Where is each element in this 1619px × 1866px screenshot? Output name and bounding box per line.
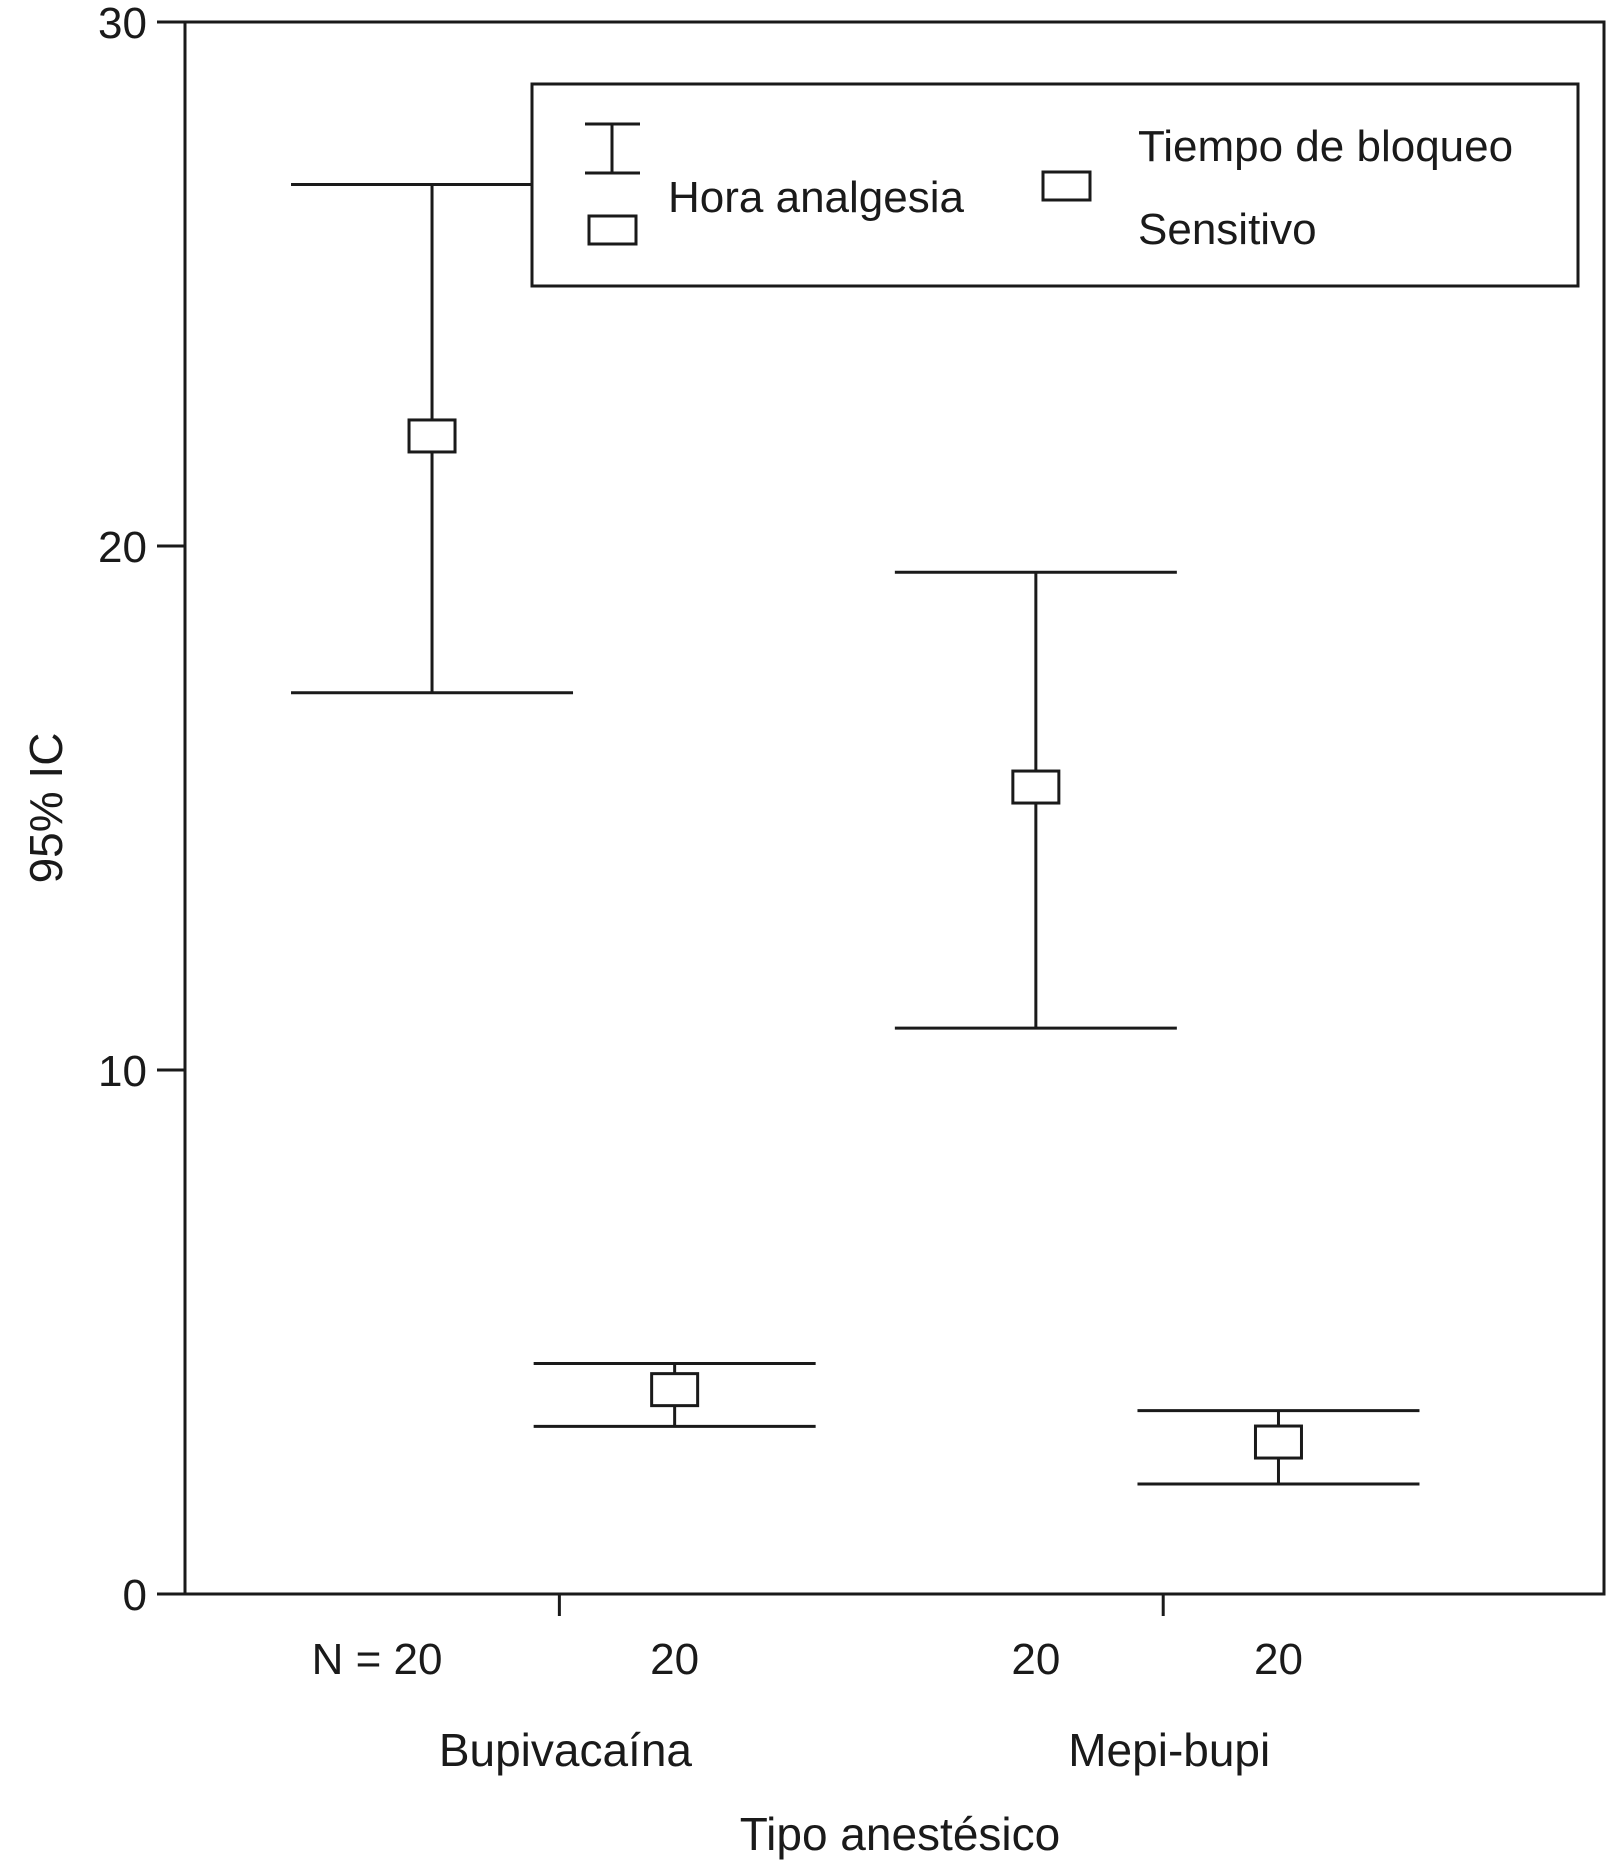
- x-axis-title: Tipo anestésico: [740, 1808, 1060, 1860]
- x-group-label-0: Bupivacaína: [439, 1724, 693, 1776]
- legend-square-icon: [587, 214, 638, 246]
- n-label-3: 20: [1254, 1635, 1303, 1684]
- x-axis: Bupivacaína Mepi-bupi N = 20 20 20 20: [312, 1594, 1303, 1776]
- mean-marker-s1-p0: [650, 1372, 700, 1408]
- y-axis-title: 95% IC: [20, 733, 72, 884]
- legend-errorbar-icon: [585, 122, 640, 175]
- y-axis: 0 10 20 30: [98, 0, 185, 1620]
- plot-frame: [183, 20, 1606, 1596]
- legend-box: [530, 82, 1580, 288]
- mean-marker-s1-p1: [1253, 1424, 1303, 1460]
- y-tick-label-1: 10: [98, 1047, 147, 1096]
- y-tick-label-2: 20: [98, 523, 147, 572]
- y-tick-label-3: 30: [98, 0, 147, 48]
- plot-marks: [291, 182, 1420, 1486]
- n-label-1: 20: [650, 1635, 699, 1684]
- legend-label-sensitivo: Sensitivo: [1138, 205, 1317, 254]
- y-tick-label-0: 0: [123, 1571, 147, 1620]
- legend-square-icon-2: [1041, 170, 1092, 202]
- n-label-2: 20: [1011, 1635, 1060, 1684]
- mean-marker-s0-p0: [407, 418, 457, 454]
- n-label-0: N = 20: [312, 1635, 443, 1684]
- legend: Hora analgesia Tiempo de bloqueo Sensiti…: [530, 82, 1580, 288]
- legend-label-hora-analgesia: Hora analgesia: [668, 173, 964, 222]
- legend-label-tiempo-de-bloqueo: Tiempo de bloqueo: [1138, 122, 1513, 171]
- x-group-label-1: Mepi-bupi: [1068, 1724, 1270, 1776]
- mean-marker-s0-p1: [1011, 769, 1061, 805]
